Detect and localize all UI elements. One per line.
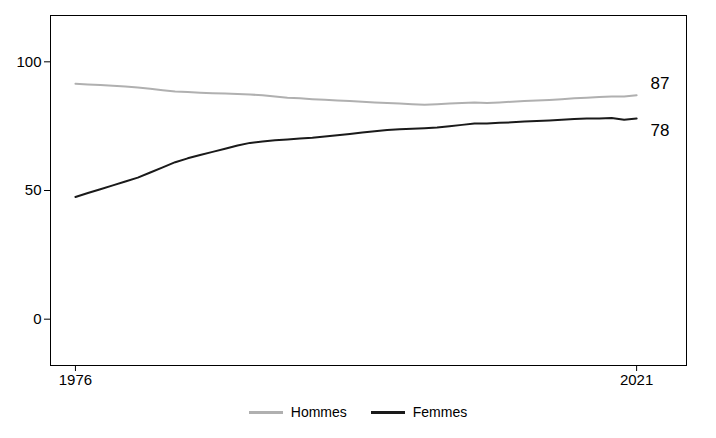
svg-text:50: 50 xyxy=(25,181,42,198)
svg-text:100: 100 xyxy=(16,53,41,70)
svg-text:1976: 1976 xyxy=(59,371,92,388)
svg-text:0: 0 xyxy=(33,310,41,327)
html-text:Hommes: Hommes xyxy=(290,404,347,420)
html-text:Femmes: Femmes xyxy=(412,404,468,420)
svg-text:87: 87 xyxy=(651,74,670,93)
svg-text:2021: 2021 xyxy=(620,371,653,388)
svg-text:78: 78 xyxy=(651,121,670,140)
